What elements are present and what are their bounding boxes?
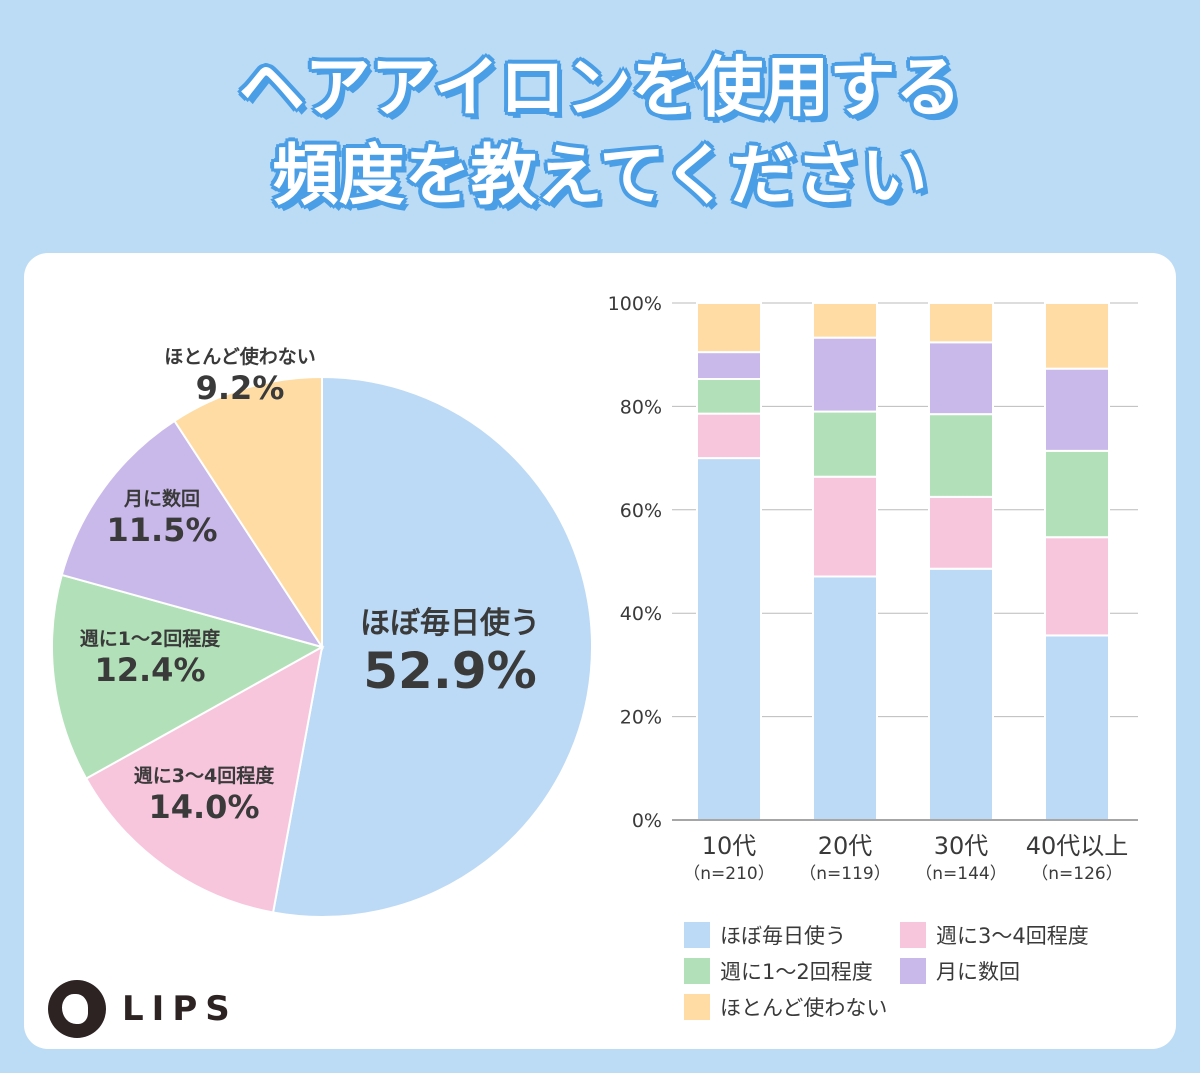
bar-segment [1044,449,1110,539]
bar-segment [1044,634,1110,822]
sample-size-label: （n=126） [1031,864,1122,884]
bar-segment [812,575,878,821]
title-line-1: ヘアアイロンを使用する [238,49,962,126]
legend-label: 週に1〜2回程度 [720,960,873,984]
pie-label-value: 11.5% [106,511,218,549]
pie-label-value: 9.2% [195,369,285,407]
pie-label-name: ほぼ毎日使う [360,606,540,641]
y-tick-label: 100% [608,293,662,315]
sample-size-label: （n=210） [683,864,774,884]
pie-label: ほとんど使わない 9.2% [90,342,390,407]
legend-swatch [900,922,926,948]
bar-segment [696,412,762,460]
bar-segment [696,377,762,415]
bar-segment [696,302,762,354]
legend-label: 週に3〜4回程度 [936,924,1089,948]
brand-name: LIPS [122,989,238,1029]
logo-mark-icon [48,980,106,1038]
x-tick-label: 20代 [818,832,873,860]
x-tick-label: 40代以上 [1026,832,1129,860]
pie-slice [60,419,325,649]
y-tick-label: 80% [620,396,662,418]
pie-label: ほぼ毎日使う 52.9% [300,598,600,700]
legend-item: 月に数回 [900,956,1020,986]
sample-size-label: （n=119） [799,864,890,884]
bar-segment [928,341,994,416]
legend-item: ほとんど使わない [684,992,887,1022]
y-tick-label: 60% [620,500,662,522]
pie-label-name: 週に3〜4回程度 [133,765,275,787]
bar-segment [696,351,762,380]
pie-label-name: 週に1〜2回程度 [79,628,221,650]
bar-segment [812,302,878,339]
bar-segment [928,495,994,570]
pie-label-value: 14.0% [148,788,260,826]
legend-item: ほぼ毎日使う [684,920,846,950]
bar-segment [812,410,878,478]
x-tick-label: 10代 [702,832,757,860]
legend-label: ほぼ毎日使う [720,924,846,948]
pie-label: 週に3〜4回程度 14.0% [54,761,354,826]
pie-slice [173,375,323,651]
pie-label-name: ほとんど使わない [164,346,316,368]
legend-swatch [900,958,926,984]
bar-segment [928,567,994,821]
pie-label-name: 月に数回 [123,488,200,510]
y-tick-label: 40% [620,603,662,625]
legend-label: ほとんど使わない [720,996,888,1020]
bar-segment [928,413,994,498]
legend-swatch [684,922,710,948]
legend-item: 週に3〜4回程度 [900,920,1089,950]
title-line-2: 頻度を教えてください [272,137,928,214]
x-tick-label: 30代 [934,832,989,860]
bar-segment [696,457,762,821]
bar-segment [1044,302,1110,370]
pie-slice [51,573,325,780]
legend-label: 月に数回 [936,960,1020,984]
pie-label-value: 52.9% [363,642,537,700]
legend-swatch [684,994,710,1020]
lips-logo: LIPS [48,980,238,1038]
pie-label: 月に数回 11.5% [12,484,312,549]
bar-segment [1044,367,1110,452]
legend-item: 週に1〜2回程度 [684,956,873,986]
sample-size-label: （n=144） [915,864,1006,884]
pie-label-value: 12.4% [94,651,206,689]
legend-swatch [684,958,710,984]
bar-segment [1044,536,1110,637]
y-tick-label: 20% [620,707,662,729]
bar-segment [812,475,878,578]
pie-label: 週に1〜2回程度 12.4% [0,624,300,689]
y-tick-label: 0% [632,810,662,832]
bar-segment [928,302,994,344]
bar-segment [812,336,878,413]
pie-slice [84,645,324,914]
pie-slice [271,375,593,918]
